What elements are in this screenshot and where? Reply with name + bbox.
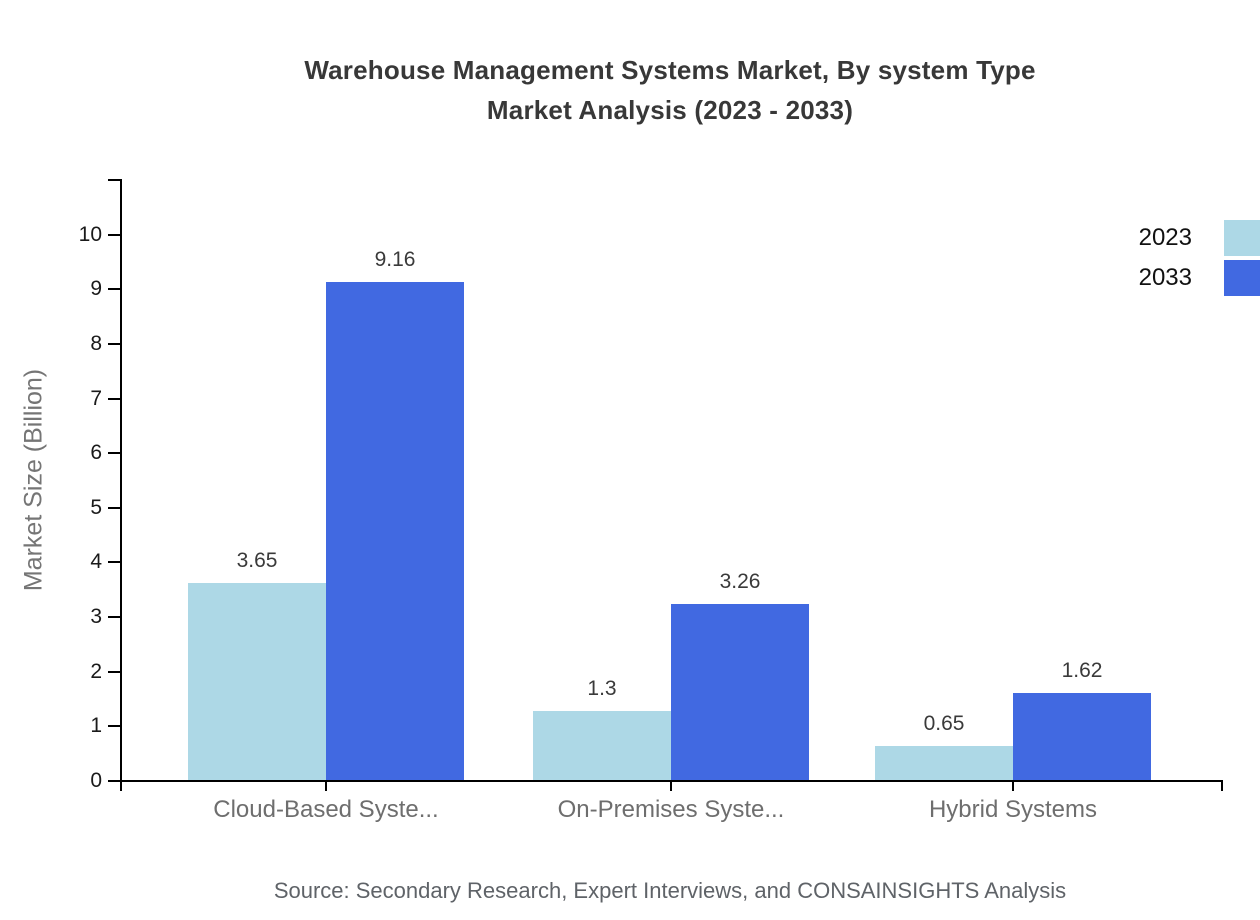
value-label: 9.16 — [374, 247, 416, 271]
legend-swatch-2033 — [1224, 260, 1260, 296]
legend-item-2033[interactable]: 2033 — [1139, 260, 1260, 296]
x-tick — [325, 781, 327, 791]
y-tick-label: 7 — [90, 386, 102, 410]
y-tick-label: 9 — [90, 277, 102, 301]
x-tick — [1012, 781, 1014, 791]
y-tick — [108, 397, 121, 400]
y-tick-label: 6 — [90, 441, 102, 465]
y-tick — [108, 288, 121, 291]
x-tick — [670, 781, 672, 791]
legend-item-2023[interactable]: 2023 — [1139, 220, 1260, 256]
chart-title-line-1: Warehouse Management Systems Market, By … — [304, 55, 1036, 85]
y-tick-label: 2 — [90, 659, 102, 683]
source-note: Source: Secondary Research, Expert Inter… — [273, 878, 1067, 903]
value-label: 0.65 — [923, 712, 965, 736]
x-tick — [1221, 781, 1223, 791]
legend-swatch-2023 — [1224, 220, 1260, 256]
value-label: 3.26 — [719, 569, 761, 593]
y-axis-line — [120, 179, 122, 782]
chart-title: Warehouse Management Systems Market, By … — [80, 50, 1260, 130]
y-tick — [108, 725, 121, 728]
bar-2033-2 — [671, 603, 809, 782]
y-axis-cap-tick — [108, 179, 121, 181]
x-category-label: Cloud-Based Syste... — [213, 796, 439, 823]
value-label: 1.3 — [587, 676, 617, 700]
x-tick — [120, 781, 122, 791]
chart-title-line-2: Market Analysis (2023 - 2033) — [486, 95, 854, 125]
y-tick-label: 5 — [90, 495, 102, 519]
y-tick — [108, 506, 121, 509]
legend-label-2033: 2033 — [1138, 264, 1192, 291]
y-tick — [108, 780, 121, 782]
y-tick-label: 8 — [90, 331, 102, 355]
value-label: 3.65 — [236, 548, 278, 572]
y-tick-label: 1 — [90, 714, 102, 738]
bar-2033-3 — [1013, 693, 1151, 782]
value-label: 1.62 — [1061, 659, 1103, 683]
x-category-label: On-Premises Syste... — [557, 796, 785, 823]
bar-2023-1 — [188, 582, 326, 782]
y-tick-label: 0 — [90, 769, 102, 792]
y-tick — [108, 233, 121, 236]
y-tick-label: 3 — [90, 605, 102, 629]
y-tick — [108, 616, 121, 619]
legend-label-2023: 2023 — [1138, 224, 1192, 251]
y-tick-label: 10 — [78, 222, 102, 246]
y-tick — [108, 670, 121, 673]
y-tick — [108, 452, 121, 455]
bar-2023-2 — [533, 710, 671, 782]
x-category-label: Hybrid Systems — [928, 796, 1098, 823]
bar-2023-3 — [875, 746, 1013, 782]
bar-2033-1 — [326, 281, 464, 782]
y-tick — [108, 561, 121, 564]
legend: 2023 2033 — [1139, 220, 1260, 300]
y-tick-label: 4 — [90, 550, 102, 574]
y-tick — [108, 342, 121, 345]
